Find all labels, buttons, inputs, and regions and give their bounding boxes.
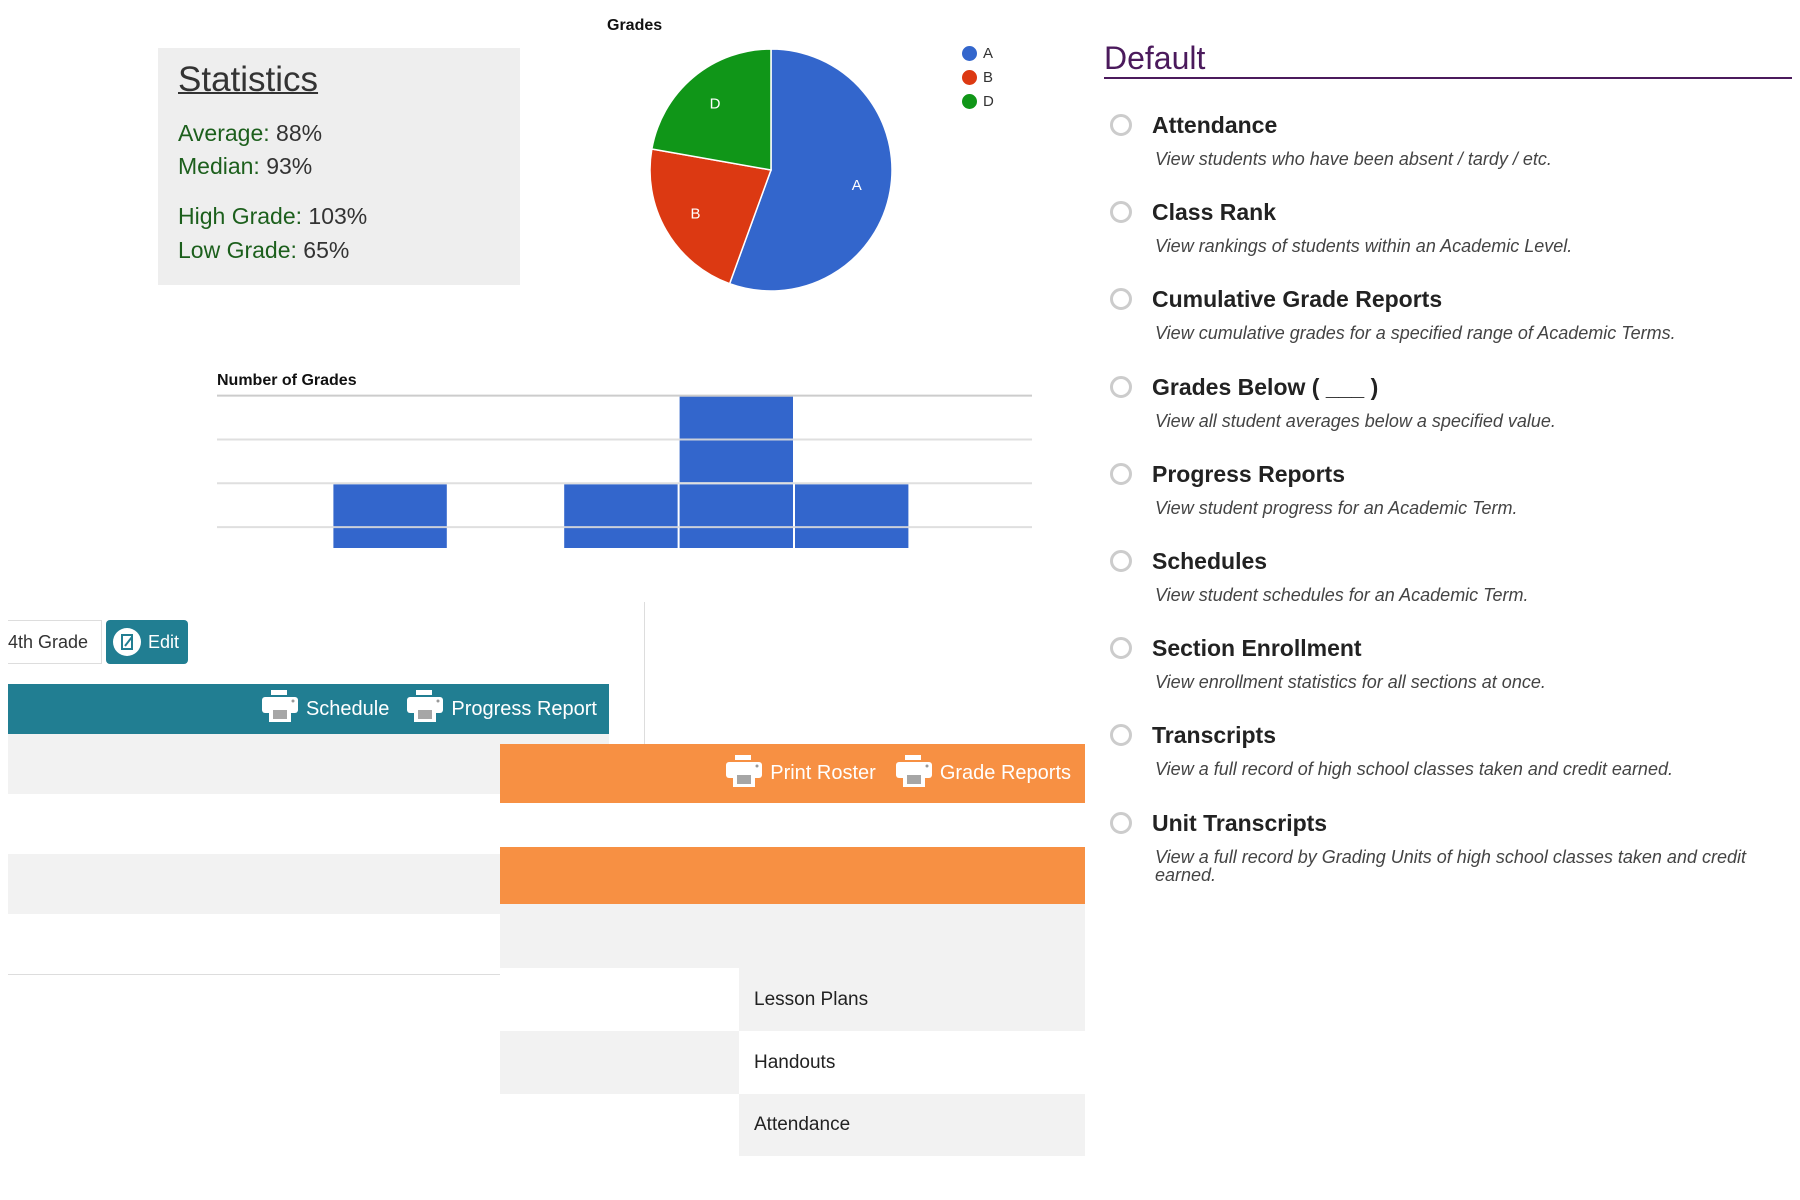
legend-item: D	[962, 93, 994, 110]
print-roster-button[interactable]: Print Roster	[724, 754, 876, 794]
schedule-button[interactable]: Schedule	[260, 689, 389, 729]
printer-icon	[405, 689, 445, 729]
reports-section-title: Default	[1104, 40, 1206, 76]
report-title: Cumulative Grade Reports	[1152, 286, 1443, 313]
report-title: Schedules	[1152, 548, 1268, 574]
report-title: Attendance	[1152, 112, 1278, 138]
divider	[8, 974, 500, 975]
pie-slice-label: A	[852, 177, 862, 194]
legend-label: A	[983, 45, 994, 62]
lesson-plans-link[interactable]: Lesson Plans	[739, 968, 1085, 1031]
radio-button[interactable]	[1110, 637, 1132, 660]
grades-pie-chart: A B D	[649, 48, 893, 292]
legend-swatch	[962, 94, 977, 109]
table-row	[500, 904, 1085, 968]
number-of-grades-histogram	[217, 394, 1032, 548]
progress-report-button[interactable]: Progress Report	[405, 689, 597, 729]
radio-button[interactable]	[1110, 811, 1132, 834]
report-description: View students who have been absent / tar…	[1155, 149, 1552, 169]
histogram-bar[interactable]	[795, 484, 909, 548]
average-stat: Average: 88%	[178, 120, 323, 146]
edit-label: Edit	[148, 631, 180, 652]
report-title: Grades Below ( ___ )	[1152, 373, 1379, 400]
pie-slice-label: B	[691, 206, 701, 223]
class-toolbar: Print Roster Grade Reports	[500, 744, 1085, 803]
radio-button[interactable]	[1110, 114, 1132, 136]
radio-button[interactable]	[1110, 724, 1132, 747]
table-row	[500, 1031, 739, 1094]
pie-chart-title: Grades	[607, 17, 663, 34]
handouts-link[interactable]: Handouts	[754, 1051, 836, 1073]
report-description: View a full record of high school classe…	[1155, 759, 1673, 780]
legend-item: A	[962, 45, 994, 62]
report-title: Section Enrollment	[1152, 635, 1362, 662]
table-row	[8, 854, 500, 914]
report-description: View cumulative grades for a specified r…	[1155, 323, 1676, 344]
student-toolbar: Schedule Progress Report	[8, 684, 609, 734]
printer-icon	[724, 754, 764, 794]
report-title: Class Rank	[1152, 199, 1277, 226]
legend-label: D	[983, 93, 994, 110]
pie-slice-D[interactable]	[650, 48, 772, 171]
grade-reports-button[interactable]: Grade Reports	[894, 754, 1071, 794]
radio-button[interactable]	[1110, 375, 1132, 398]
histogram-bar[interactable]	[679, 484, 793, 548]
divider	[644, 602, 645, 744]
legend-swatch	[962, 46, 977, 61]
printer-icon	[260, 689, 300, 729]
report-description: View rankings of students within an Acad…	[1155, 236, 1573, 257]
legend-item: B	[962, 69, 994, 86]
statistics-title: Statistics	[178, 60, 319, 99]
radio-button[interactable]	[1110, 462, 1132, 485]
printer-icon	[894, 754, 934, 794]
edit-button[interactable]: Edit	[106, 620, 188, 664]
report-description: View a full record by Grading Units of h…	[1155, 846, 1746, 885]
attendance-link[interactable]: Attendance	[739, 1094, 1085, 1156]
legend-label: B	[983, 69, 994, 86]
histogram-bar[interactable]	[333, 484, 447, 548]
legend-swatch	[962, 70, 977, 85]
pie-slice-A[interactable]	[728, 48, 893, 292]
section-header-bar	[500, 847, 1085, 904]
report-description: View all student averages below a specif…	[1155, 410, 1556, 431]
radio-button[interactable]	[1110, 201, 1132, 224]
histogram-title: Number of Grades	[217, 372, 357, 389]
radio-button[interactable]	[1110, 550, 1132, 572]
pie-slice-B[interactable]	[649, 148, 773, 285]
grade-level-field[interactable]: 4th Grade	[8, 620, 102, 664]
report-title: Transcripts	[1152, 722, 1276, 749]
low-grade-stat: Low Grade: 65%	[178, 237, 350, 263]
report-title: Unit Transcripts	[1152, 809, 1328, 836]
statistics-panel: Statistics Average: 88% Median: 93% High…	[158, 48, 520, 285]
radio-button[interactable]	[1110, 288, 1132, 311]
high-grade-stat: High Grade: 103%	[178, 203, 368, 229]
report-description: View enrollment statistics for all secti…	[1155, 672, 1546, 693]
edit-icon	[113, 628, 141, 656]
report-title: Progress Reports	[1152, 460, 1346, 487]
pie-slice-label: D	[710, 95, 721, 112]
report-description: View student schedules for an Academic T…	[1155, 585, 1529, 605]
median-stat: Median: 93%	[178, 153, 313, 179]
divider	[1104, 77, 1792, 79]
histogram-bar[interactable]	[564, 484, 678, 548]
report-description: View student progress for an Academic Te…	[1155, 497, 1518, 518]
